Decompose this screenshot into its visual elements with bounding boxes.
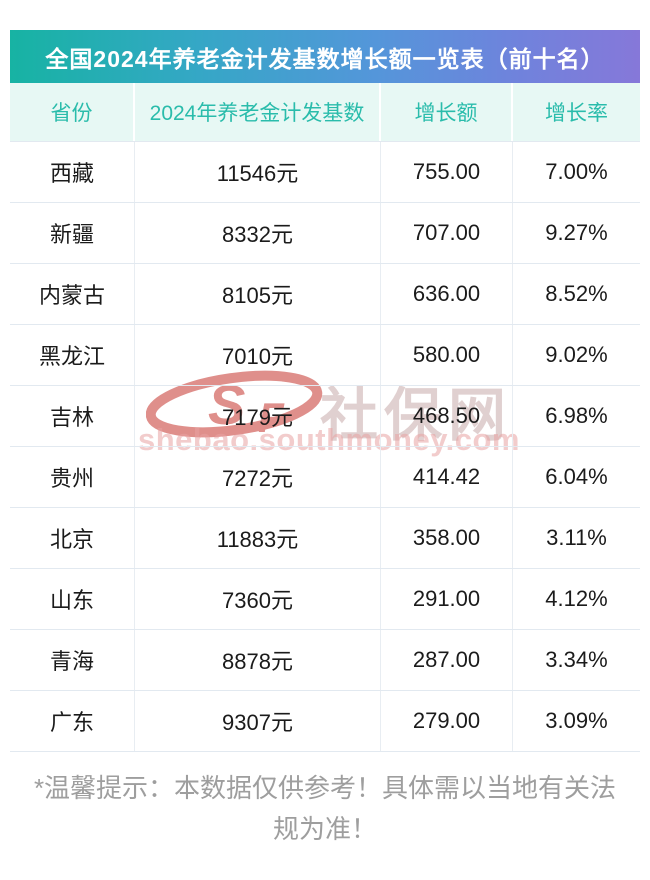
table-cell: 内蒙古: [10, 264, 135, 324]
table-row: 西藏 11546元 755.00 7.00%: [10, 142, 640, 203]
table-cell: 636.00: [381, 264, 513, 324]
table-cell: 6.04%: [545, 464, 608, 489]
table-cell: 7179元: [135, 386, 381, 446]
table-cell: 3.09%: [545, 708, 608, 733]
table-row: 吉林 7179元 468.50 6.98%: [10, 386, 640, 447]
table-row: 广东 9307元 279.00 3.09%: [10, 691, 640, 752]
pension-table: 全国2024年养老金计发基数增长额一览表（前十名） 省份 2024年养老金计发基…: [10, 30, 640, 752]
table-cell: 青海: [10, 630, 135, 690]
table-cell: 8105元: [135, 264, 381, 324]
table-cell: 707.00: [381, 203, 513, 263]
table-cell: 6.98%: [545, 403, 608, 428]
table-cell: 贵州: [10, 447, 135, 507]
table-body: 西藏 11546元 755.00 7.00% 新疆 8332元 707.00 9.27% 内蒙古…: [10, 141, 640, 752]
table-cell: 8878元: [135, 630, 381, 690]
table-cell: 西藏: [10, 142, 135, 202]
table-title: 全国2024年养老金计发基数增长额一览表（前十名）: [10, 30, 640, 83]
table-cell: 9.27%: [545, 220, 608, 245]
table-cell: 新疆: [10, 203, 135, 263]
table-cell: 291.00: [381, 569, 513, 629]
table-cell: 3.34%: [545, 647, 608, 672]
table-cell: 8.52%: [545, 281, 608, 306]
table-cell: 9.02%: [545, 342, 608, 367]
table-cell: 468.50: [381, 386, 513, 446]
table-cell: 吉林: [10, 386, 135, 446]
table-cell: 山东: [10, 569, 135, 629]
table-cell: 755.00: [381, 142, 513, 202]
table-cell: 11883元: [135, 508, 381, 568]
column-header-province: 省份: [10, 83, 135, 141]
table-row: 内蒙古 8105元 636.00 8.52%: [10, 264, 640, 325]
table-cell: 9307元: [135, 691, 381, 751]
table-cell: 7360元: [135, 569, 381, 629]
table-cell: 北京: [10, 508, 135, 568]
table-row: 黑龙江 7010元 580.00 9.02%: [10, 325, 640, 386]
table-cell: 黑龙江: [10, 325, 135, 385]
column-header-growth-amount: 增长额: [381, 83, 513, 141]
column-header-base: 2024年养老金计发基数: [135, 83, 381, 141]
column-header-growth-rate: 增长率: [545, 102, 608, 125]
table-cell: 7.00%: [545, 159, 608, 184]
table-cell: 580.00: [381, 325, 513, 385]
table-header-row: 省份 2024年养老金计发基数 增长额 增长率: [10, 83, 640, 141]
disclaimer-note: *温馨提示：本数据仅供参考！具体需以当地有关法规为准！: [33, 773, 617, 844]
table-row: 山东 7360元 291.00 4.12%: [10, 569, 640, 630]
table-cell: 8332元: [135, 203, 381, 263]
table-row: 贵州 7272元 414.42 6.04%: [10, 447, 640, 508]
table-row: 青海 8878元 287.00 3.34%: [10, 630, 640, 691]
table-cell: 279.00: [381, 691, 513, 751]
table-cell: 7272元: [135, 447, 381, 507]
table-row: 北京 11883元 358.00 3.11%: [10, 508, 640, 569]
table-cell: 358.00: [381, 508, 513, 568]
table-cell: 4.12%: [545, 586, 608, 611]
table-cell: 11546元: [135, 142, 381, 202]
table-cell: 3.11%: [546, 525, 607, 550]
table-cell: 414.42: [381, 447, 513, 507]
table-row: 新疆 8332元 707.00 9.27%: [10, 203, 640, 264]
table-cell: 287.00: [381, 630, 513, 690]
table-cell: 7010元: [135, 325, 381, 385]
table-cell: 广东: [10, 691, 135, 751]
